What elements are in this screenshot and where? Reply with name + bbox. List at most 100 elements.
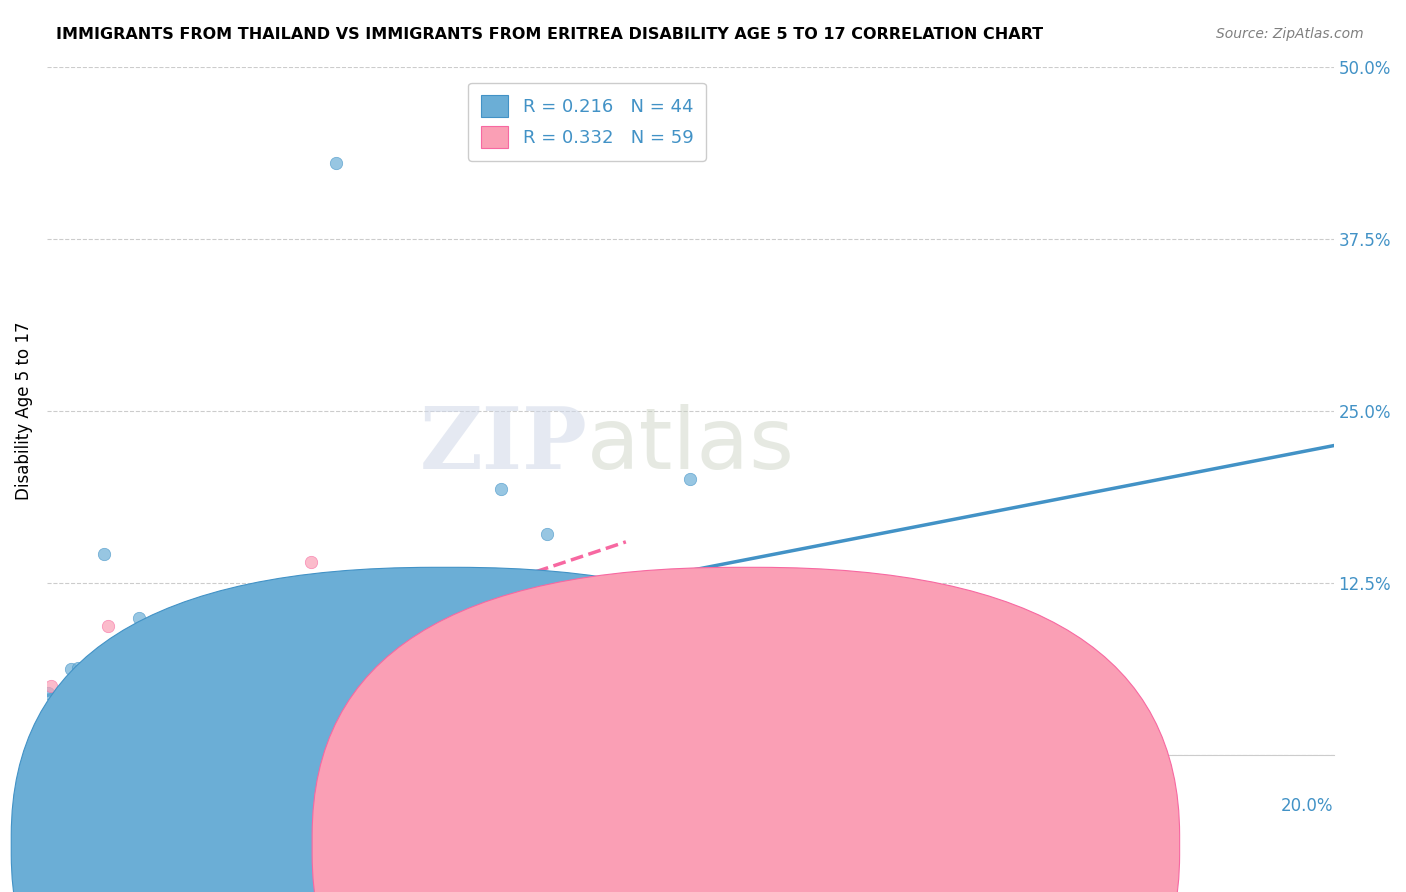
Point	[115, 681, 138, 696]
Y-axis label: Disability Age 5 to 17: Disability Age 5 to 17	[15, 322, 32, 500]
Point	[232, 655, 254, 669]
Point	[93, 547, 115, 561]
Point	[125, 664, 148, 678]
Point	[221, 706, 243, 720]
Point	[157, 702, 180, 716]
Point	[404, 669, 426, 683]
Point	[415, 569, 437, 583]
Point	[73, 720, 96, 734]
Point	[67, 748, 90, 763]
Point	[37, 686, 59, 700]
Point	[197, 679, 219, 693]
Legend: R = 0.216   N = 44, R = 0.332   N = 59: R = 0.216 N = 44, R = 0.332 N = 59	[468, 83, 706, 161]
Point	[70, 697, 93, 711]
Point	[60, 698, 83, 712]
Point	[60, 736, 83, 750]
Text: atlas: atlas	[588, 404, 796, 487]
Point	[238, 615, 260, 629]
Point	[294, 619, 316, 633]
Point	[172, 717, 194, 731]
Text: 0.0%: 0.0%	[46, 797, 89, 814]
Point	[225, 677, 247, 691]
Point	[273, 748, 295, 763]
Point	[91, 684, 114, 698]
Point	[283, 670, 305, 684]
Point	[41, 733, 63, 747]
Point	[382, 687, 405, 701]
Point	[70, 665, 93, 680]
Text: IMMIGRANTS FROM THAILAND VS IMMIGRANTS FROM ERITREA DISABILITY AGE 5 TO 17 CORRE: IMMIGRANTS FROM THAILAND VS IMMIGRANTS F…	[56, 27, 1043, 42]
Point	[221, 650, 243, 665]
Point	[240, 739, 263, 753]
Point	[190, 738, 212, 752]
Text: 20.0%: 20.0%	[1281, 797, 1333, 814]
Point	[156, 690, 179, 705]
Point	[121, 748, 143, 763]
Point	[214, 733, 236, 747]
Point	[39, 748, 62, 763]
Point	[141, 703, 163, 717]
Point	[100, 727, 122, 741]
Point	[150, 621, 173, 635]
Point	[824, 631, 846, 645]
Point	[364, 601, 387, 615]
Point	[536, 527, 558, 541]
Point	[94, 735, 117, 749]
Point	[129, 729, 152, 743]
Point	[467, 686, 489, 700]
Point	[307, 592, 329, 607]
Point	[44, 748, 66, 763]
Point	[208, 730, 231, 744]
Point	[118, 657, 141, 672]
Point	[138, 681, 160, 695]
Point	[72, 748, 94, 763]
Point	[136, 707, 159, 722]
Point	[56, 736, 79, 750]
Point	[75, 706, 97, 720]
Point	[211, 610, 233, 624]
Point	[66, 661, 89, 675]
Point	[475, 703, 498, 717]
Point	[160, 681, 183, 696]
Point	[325, 695, 347, 709]
Point	[111, 748, 134, 763]
Point	[325, 156, 347, 170]
Point	[55, 718, 77, 732]
Text: Immigrants from Eritrea: Immigrants from Eritrea	[773, 797, 957, 812]
Point	[156, 697, 179, 711]
Point	[205, 669, 228, 683]
Point	[214, 643, 236, 657]
Point	[489, 482, 512, 496]
Point	[97, 619, 120, 633]
Point	[651, 614, 673, 628]
Point	[107, 644, 129, 658]
Point	[39, 679, 62, 693]
Point	[280, 617, 302, 632]
Point	[128, 611, 150, 625]
Text: Immigrants from Thailand: Immigrants from Thailand	[503, 797, 702, 812]
Point	[82, 720, 104, 734]
Point	[48, 748, 70, 763]
Point	[292, 615, 315, 630]
Point	[679, 472, 702, 486]
Point	[79, 748, 101, 763]
Point	[256, 599, 278, 614]
Point	[59, 722, 82, 736]
Point	[83, 704, 105, 718]
Point	[183, 654, 205, 668]
Point	[359, 597, 381, 611]
Point	[80, 681, 103, 696]
Point	[135, 646, 157, 660]
Point	[51, 731, 73, 745]
Point	[139, 658, 162, 673]
Text: ZIP: ZIP	[419, 403, 588, 487]
Point	[236, 676, 259, 690]
Point	[131, 718, 153, 732]
Point	[299, 556, 322, 570]
Point	[391, 680, 413, 694]
Point	[162, 668, 184, 682]
Point	[183, 720, 205, 734]
Point	[225, 700, 247, 714]
Point	[288, 623, 311, 637]
Point	[262, 690, 284, 705]
